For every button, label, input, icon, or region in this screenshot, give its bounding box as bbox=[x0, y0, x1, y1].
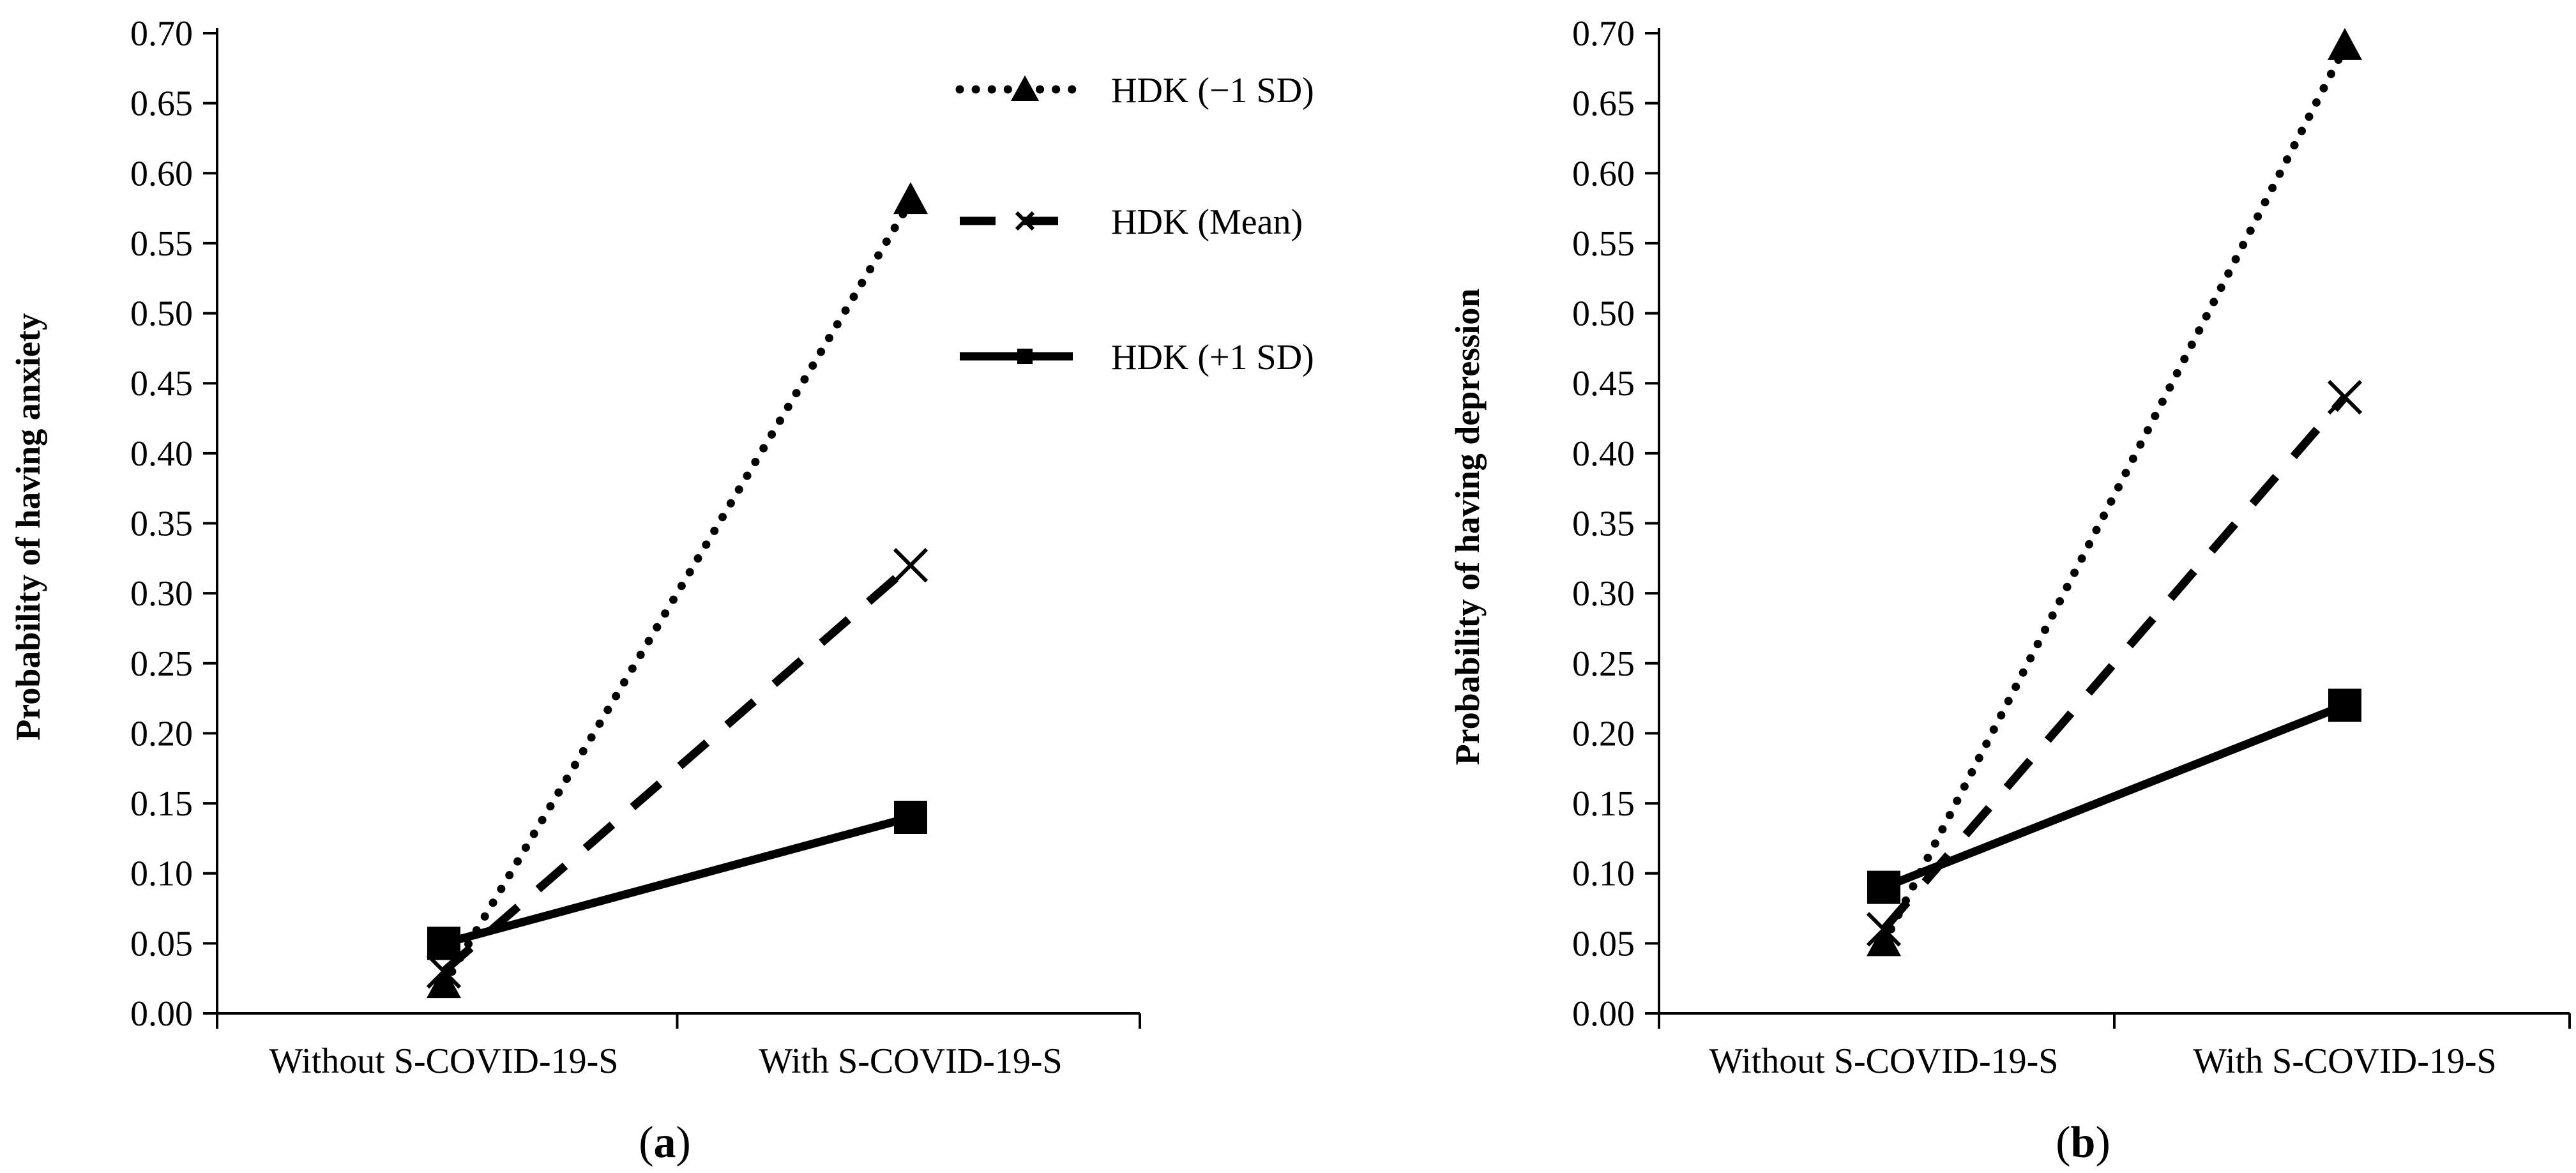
legend-item-mean: HDK (Mean) bbox=[960, 202, 1303, 242]
y-tick-label: 0.70 bbox=[130, 14, 193, 54]
y-tick-label: 0.20 bbox=[130, 714, 193, 753]
legend-label: HDK (−1 SD) bbox=[1111, 71, 1314, 110]
panel-b-y-ticks: 0.00 0.05 0.10 0.15 0.20 0.25 0.30 0.35 0.40 0.45… bbox=[1572, 14, 1659, 1034]
data-point-square bbox=[1867, 870, 1900, 904]
panel-b-letter: b bbox=[2071, 1118, 2096, 1167]
y-tick-label: 0.45 bbox=[1572, 364, 1635, 404]
y-tick-label: 0.00 bbox=[1572, 994, 1635, 1034]
y-tick-label: 0.35 bbox=[130, 504, 193, 544]
panel-b-axes bbox=[1658, 28, 2571, 1029]
data-point-square bbox=[2328, 688, 2361, 722]
triangle-marker-icon bbox=[1011, 75, 1039, 101]
legend-item-minus-1sd: HDK (−1 SD) bbox=[955, 71, 1314, 110]
y-tick-label: 0.55 bbox=[1572, 224, 1635, 264]
y-tick-label: 0.70 bbox=[1572, 14, 1635, 54]
y-tick-label: 0.65 bbox=[130, 84, 193, 124]
panel-a-letter: a bbox=[654, 1118, 676, 1167]
panel-a-x-category-label: With S-COVID-19-S bbox=[759, 1041, 1062, 1081]
data-point-triangle bbox=[2328, 27, 2362, 60]
panel-a-axes bbox=[216, 28, 1141, 1029]
data-point-square bbox=[894, 801, 927, 834]
y-tick-label: 0.55 bbox=[130, 224, 193, 264]
data-point-x bbox=[2327, 380, 2363, 415]
legend: HDK (−1 SD) HDK (Mean) HDK (+1 SD) bbox=[955, 71, 1314, 377]
panel-b-label: (b) bbox=[2056, 1118, 2110, 1167]
y-tick-label: 0.35 bbox=[1572, 504, 1635, 544]
series-line-solid bbox=[443, 813, 912, 948]
y-tick-label: 0.15 bbox=[130, 784, 193, 824]
legend-label: HDK (+1 SD) bbox=[1111, 338, 1314, 377]
panel-a-y-ticks: 0.00 0.05 0.10 0.15 0.20 0.25 0.30 0.35 0.40 0.45… bbox=[130, 14, 217, 1034]
panel-a-label: (a) bbox=[639, 1118, 691, 1167]
y-tick-label: 0.00 bbox=[130, 994, 193, 1034]
y-tick-label: 0.25 bbox=[1572, 644, 1635, 684]
y-tick-label: 0.10 bbox=[130, 854, 193, 894]
y-tick-label: 0.05 bbox=[130, 924, 193, 964]
y-tick-label: 0.25 bbox=[130, 644, 193, 684]
panel-b-x-category-label: With S-COVID-19-S bbox=[2193, 1041, 2496, 1081]
y-tick-label: 0.20 bbox=[1572, 714, 1635, 753]
panel-a-y-axis-label: Probability of having anxiety bbox=[9, 313, 47, 741]
data-point-square bbox=[427, 927, 460, 960]
data-point-x bbox=[893, 548, 928, 583]
y-tick-label: 0.60 bbox=[130, 154, 193, 193]
y-tick-label: 0.45 bbox=[130, 364, 193, 404]
chart-panel-a: 0.00 0.05 0.10 0.15 0.20 0.25 0.30 0.35 0.40 0.45… bbox=[9, 14, 1141, 1167]
legend-item-plus-1sd: HDK (+1 SD) bbox=[960, 338, 1314, 377]
y-tick-label: 0.60 bbox=[1572, 154, 1635, 193]
series-line-dashed bbox=[441, 562, 914, 975]
y-tick-label: 0.50 bbox=[1572, 294, 1635, 334]
y-tick-label: 0.65 bbox=[1572, 84, 1635, 124]
panel-a-x-category-label: Without S-COVID-19-S bbox=[269, 1041, 619, 1081]
data-point-triangle bbox=[427, 966, 461, 999]
x-marker-icon bbox=[1015, 211, 1035, 231]
chart-panel-b: 0.00 0.05 0.10 0.15 0.20 0.25 0.30 0.35 0.40 0.45… bbox=[1448, 14, 2571, 1167]
square-marker-icon bbox=[1017, 349, 1033, 364]
y-tick-label: 0.50 bbox=[130, 294, 193, 334]
panel-a-series bbox=[426, 182, 928, 999]
panel-b-y-axis-label: Probability of having depression bbox=[1448, 289, 1487, 766]
legend-label: HDK (Mean) bbox=[1111, 202, 1303, 242]
data-point-triangle bbox=[1867, 924, 1901, 957]
panel-b-x-category-label: Without S-COVID-19-S bbox=[1709, 1041, 2059, 1081]
data-point-x bbox=[426, 954, 462, 989]
y-tick-label: 0.10 bbox=[1572, 854, 1635, 894]
y-tick-label: 0.40 bbox=[130, 434, 193, 474]
y-tick-label: 0.15 bbox=[1572, 784, 1635, 824]
y-tick-label: 0.30 bbox=[1572, 574, 1635, 614]
data-point-x bbox=[1866, 912, 1902, 947]
data-point-triangle bbox=[893, 182, 928, 215]
series-line-dashed bbox=[1881, 394, 2348, 932]
y-tick-label: 0.05 bbox=[1572, 924, 1635, 964]
panel-b-series bbox=[1866, 27, 2363, 957]
y-tick-label: 0.30 bbox=[130, 574, 193, 614]
y-tick-label: 0.40 bbox=[1572, 434, 1635, 474]
series-line-solid bbox=[1882, 701, 2347, 891]
